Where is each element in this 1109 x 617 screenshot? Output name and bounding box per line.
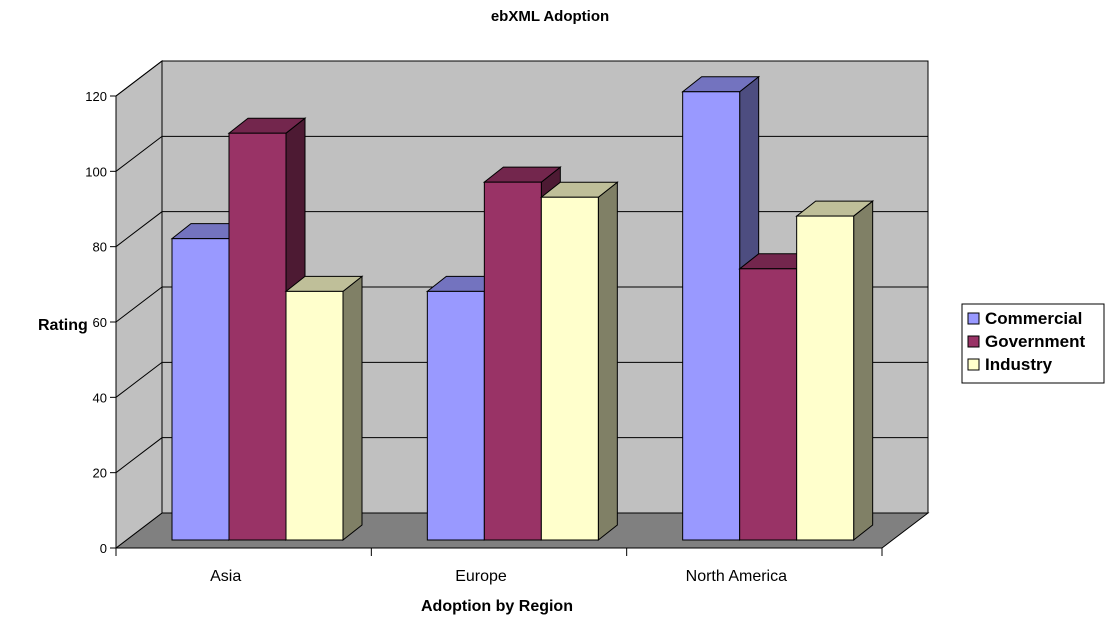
bar-industry <box>795 200 875 542</box>
legend-swatch-commercial <box>967 312 980 325</box>
bar-front <box>540 196 599 541</box>
legend-label-industry: Industry <box>985 355 1053 374</box>
legend-swatch-industry <box>967 358 980 371</box>
bar-industry <box>539 181 619 542</box>
gridline <box>115 211 928 248</box>
axes: 0 20 40 60 80 100 120 Asia Europe North America <box>85 89 883 585</box>
y-axis-title: Rating <box>38 317 88 334</box>
legend-swatch-government <box>967 335 980 348</box>
gridlines <box>115 60 928 474</box>
bar-front <box>739 268 798 541</box>
bar-front <box>228 132 287 541</box>
bar-side <box>597 181 618 542</box>
y-tick-label: 20 <box>93 466 107 481</box>
y-tick-label: 60 <box>93 315 107 330</box>
legend: Commercial Government Industry <box>961 303 1105 384</box>
bar-front <box>796 215 855 541</box>
bar-front <box>426 290 485 541</box>
legend-label-government: Government <box>985 332 1085 351</box>
chart-title: ebXML Adoption <box>491 8 609 25</box>
bar-side <box>853 200 874 542</box>
y-tick-label: 100 <box>85 164 107 179</box>
y-tick-label: 0 <box>100 541 107 556</box>
gridline <box>115 361 928 398</box>
gridline <box>115 135 928 172</box>
bar-front <box>171 238 230 541</box>
gridline <box>115 60 928 97</box>
y-tick-label: 120 <box>85 89 107 104</box>
x-axis-title: Adoption by Region <box>421 598 573 615</box>
y-tick-label: 40 <box>93 390 107 405</box>
legend-label-commercial: Commercial <box>985 309 1082 328</box>
legend-box <box>961 303 1105 384</box>
category-label: Europe <box>455 568 507 585</box>
bar-side <box>342 275 363 542</box>
category-label: Asia <box>210 568 241 585</box>
bars <box>170 75 875 542</box>
bar-front <box>682 91 741 541</box>
category-label: North America <box>686 568 787 585</box>
bar-front <box>483 181 542 541</box>
y-tick-label: 80 <box>93 240 107 255</box>
gridline <box>115 437 928 474</box>
gridline <box>115 286 928 323</box>
bar-front <box>285 290 344 541</box>
bar-industry <box>284 275 364 542</box>
